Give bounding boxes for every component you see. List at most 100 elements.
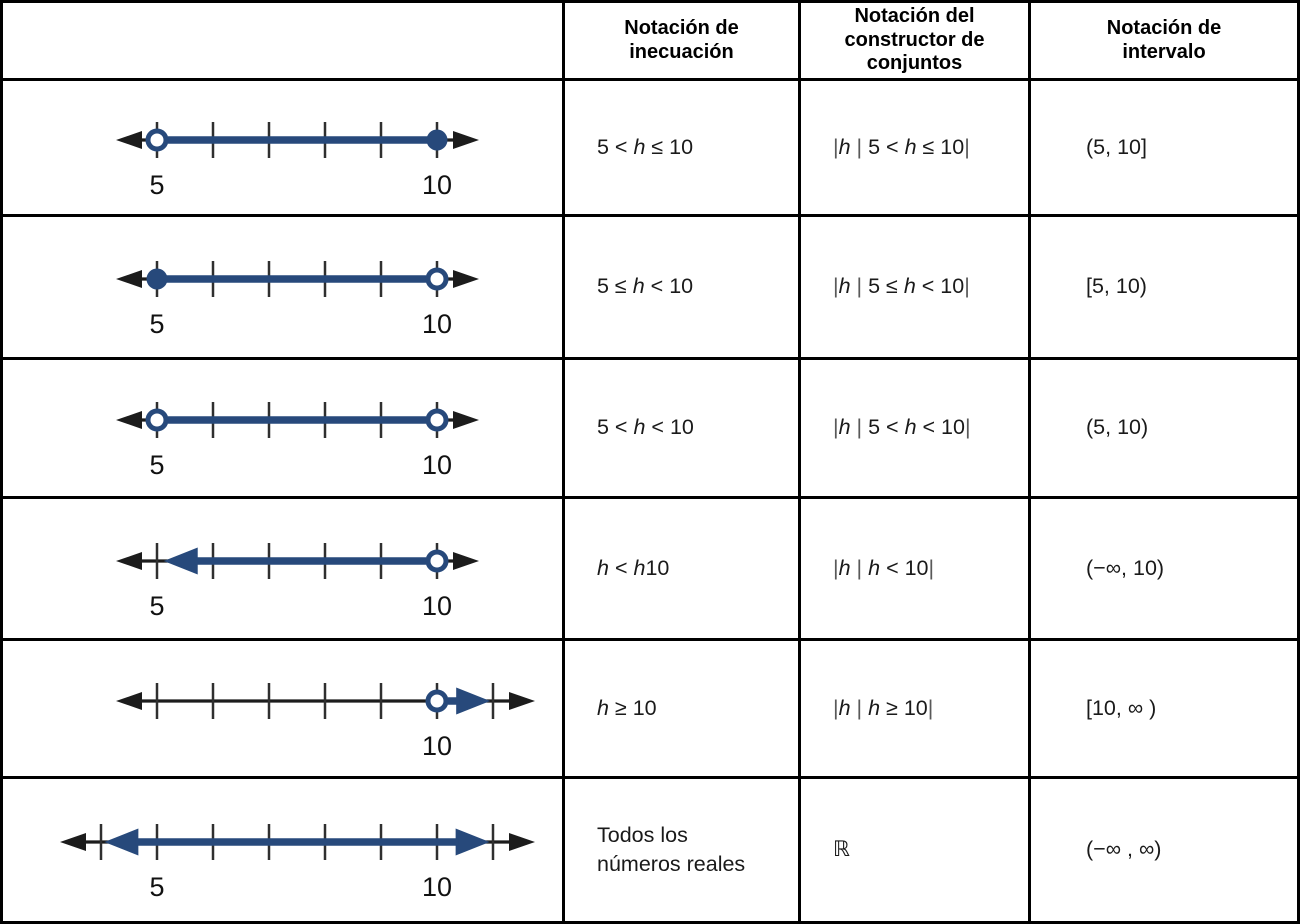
numberline-cell: 10 [3,641,565,779]
variable-h: h [838,695,851,720]
tick-label: 10 [421,731,451,761]
column-header: Notación de inecuación [565,3,801,81]
math-run: ≤ 10 [916,134,965,159]
tick-label: 10 [421,309,451,339]
numberline: 5 10 [115,402,479,480]
shade-arrow-right-icon [455,687,490,714]
interval-cell: (5, 10] [1031,81,1297,217]
shade-arrow-left-icon [103,828,138,856]
set-builder-cell: |h | 5 < h < 10| [801,360,1031,499]
axis-arrow-right-icon [508,691,535,710]
axis-arrow-left-icon [115,130,142,149]
numberline-cell: 5 10 [3,779,565,921]
numberline-cell: 5 10 [3,499,565,641]
set-builder-bar: | [964,415,971,440]
inequality-cell: h ≥ 10 [565,641,801,779]
set-builder-bar: | [856,415,863,440]
inequality-cell: 5 < h < 10 [565,360,801,499]
variable-h: h [633,555,646,580]
math-run: 10 [645,555,670,580]
interval-text: [5, 10) [1086,274,1147,299]
open-endpoint [145,128,168,151]
tick-label: 5 [149,309,164,339]
math-run: ≥ 10 [880,695,928,720]
tick-label: 5 [149,872,164,902]
variable-h: h [633,415,646,440]
column-header: Notación de intervalo [1031,3,1297,81]
variable-h: h [597,555,609,580]
set-builder-text: |h | 5 < h < 10| [833,413,971,442]
numberline-cell: 5 10 [3,360,565,499]
set-builder-cell: |h | h < 10| [801,499,1031,641]
numberline: 5 10 [115,542,479,621]
axis-arrow-right-icon [508,833,535,851]
axis-arrow-left-icon [115,270,142,288]
column-header-label: Notación de inecuación [624,16,739,63]
interval-cell: [10, ∞ ) [1031,641,1297,779]
set-builder-bar: | [856,134,863,159]
set-builder-text: |h | 5 ≤ h < 10| [833,272,970,301]
set-builder-bar: | [833,415,839,440]
set-builder-bar: | [856,695,863,720]
shade-arrow-right-icon [455,828,490,856]
axis-arrow-left-icon [59,833,86,851]
math-run: ≥ 10 [608,695,657,720]
interval-cell: (5, 10) [1031,360,1297,499]
interval-cell: (−∞, 10) [1031,499,1297,641]
open-endpoint [425,408,448,432]
tick-label: 5 [149,591,164,621]
interval-text: (−∞ , ∞) [1086,837,1162,862]
axis-arrow-right-icon [452,551,479,570]
column-header-label: Notación de intervalo [1106,16,1222,63]
column-header-label: Notación del constructor de conjuntos [844,5,985,75]
math-run: ≤ 10 [645,134,694,159]
set-builder-bar: | [833,555,839,580]
set-builder-bar: | [928,555,935,580]
numberline: 5 10 [115,261,479,339]
set-builder-text: |h | h < 10| [833,554,934,583]
set-builder-text: ℝ [833,835,850,864]
variable-h: h [868,695,881,720]
interval-text: (5, 10] [1086,134,1147,159]
set-builder-bar: | [833,134,839,159]
tick-label: 5 [149,170,164,200]
math-run: 5 < [597,415,634,440]
set-builder-bar: | [964,134,970,159]
math-run: < 10 [645,415,694,440]
variable-h: h [597,695,609,720]
tick-label: 10 [421,450,451,480]
variable-h: h [838,274,851,299]
open-endpoint [425,267,448,291]
inequality-text: Todos los números reales [597,821,765,879]
set-builder-bar: | [856,555,863,580]
inequality-cell: h < h10 [565,499,801,641]
math-run: < [608,555,634,580]
set-builder-bar: | [927,695,934,720]
inequality-text: 5 < h ≤ 10 [597,133,693,162]
variable-h: h [633,134,646,159]
math-run: < 10 [916,415,965,440]
set-builder-bar: | [964,274,970,299]
math-run: < 10 [644,274,694,299]
math-run: 5 ≤ [862,274,904,299]
set-builder-cell: |h | h ≥ 10| [801,641,1031,779]
axis-arrow-left-icon [115,691,142,710]
variable-h: h [904,415,917,440]
inequality-cell: 5 < h ≤ 10 [565,81,801,217]
variable-h: h [868,555,881,580]
inequality-text: 5 ≤ h < 10 [597,272,693,301]
closed-endpoint [146,268,167,290]
tick-label: 10 [421,170,451,200]
variable-h: h [904,134,917,159]
set-builder-bar: | [833,274,839,299]
interval-text: (5, 10) [1086,415,1149,440]
numberline: 10 [115,682,535,761]
inequality-text: h < h10 [597,554,669,583]
numberline: 5 10 [115,121,479,200]
inequality-text: 5 < h < 10 [597,413,694,442]
math-run: Todos los números reales [597,822,746,876]
tick-label: 5 [149,450,164,480]
numberline: 5 10 [59,824,535,902]
open-endpoint [425,549,448,572]
